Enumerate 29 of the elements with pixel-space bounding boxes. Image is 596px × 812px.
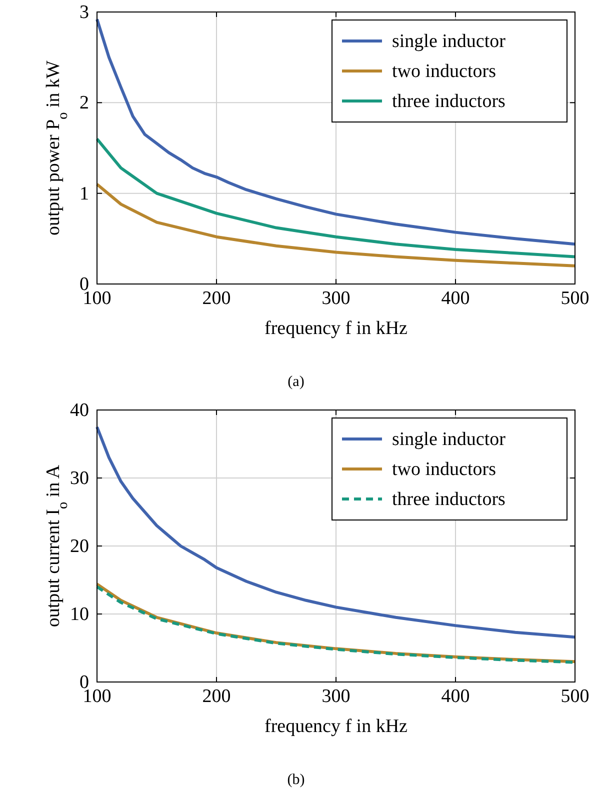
x-tick-label: 200: [202, 288, 231, 309]
x-tick-label: 300: [322, 686, 350, 707]
y-tick-label: 10: [70, 604, 89, 625]
x-tick-label: 200: [202, 686, 231, 707]
line-series: [96, 137, 576, 258]
y-tick-label: 40: [70, 400, 89, 421]
legend-label: single inductor: [392, 31, 506, 52]
y-tick-label: 30: [70, 468, 89, 489]
text: (b): [287, 772, 305, 788]
x-tick-label: 500: [560, 686, 590, 707]
legend-label: single inductor: [392, 429, 506, 450]
legend-label: three inductors: [392, 91, 506, 112]
line-series: [96, 182, 576, 268]
text: (a): [288, 374, 304, 390]
x-tick-label: 300: [322, 288, 350, 309]
y-tick-label: 2: [80, 92, 89, 114]
x-tick-label: 400: [441, 686, 470, 707]
line-series: [96, 18, 576, 246]
x-tick-label: 500: [560, 288, 590, 309]
legend-label: three inductors: [392, 489, 506, 510]
y-tick-label: 20: [70, 536, 89, 557]
x-tick-label: 400: [441, 288, 470, 309]
y-tick-label: 3: [80, 2, 89, 23]
x-axis-title: frequency f in kHz: [264, 716, 408, 737]
line-series: [96, 426, 576, 639]
x-axis-title: frequency f in kHz: [264, 318, 408, 339]
legend-label: two inductors: [392, 61, 496, 82]
y-tick-label: 1: [80, 183, 89, 204]
legend-label: two inductors: [392, 459, 496, 480]
